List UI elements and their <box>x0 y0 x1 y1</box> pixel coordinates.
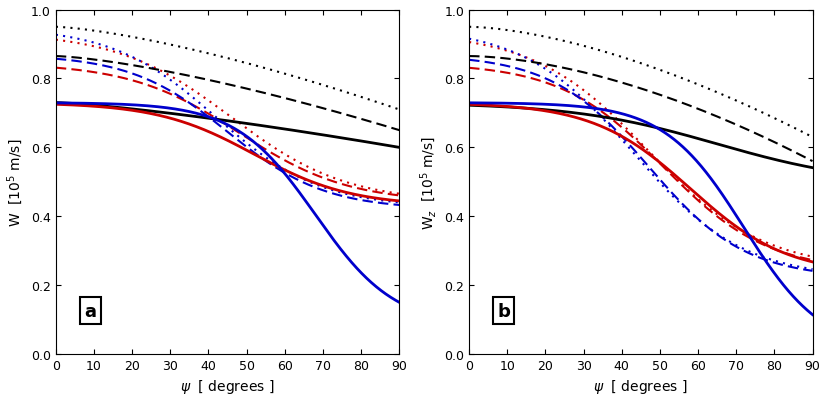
X-axis label: $\psi$  [ degrees ]: $\psi$ [ degrees ] <box>593 377 688 395</box>
X-axis label: $\psi$  [ degrees ]: $\psi$ [ degrees ] <box>180 377 275 395</box>
Y-axis label: W  $[10^5$ m/s$]$: W $[10^5$ m/s$]$ <box>6 138 26 227</box>
Y-axis label: W$_z$  $[10^5$ m/s$]$: W$_z$ $[10^5$ m/s$]$ <box>418 136 439 229</box>
Text: a: a <box>84 302 96 320</box>
Text: b: b <box>497 302 510 320</box>
